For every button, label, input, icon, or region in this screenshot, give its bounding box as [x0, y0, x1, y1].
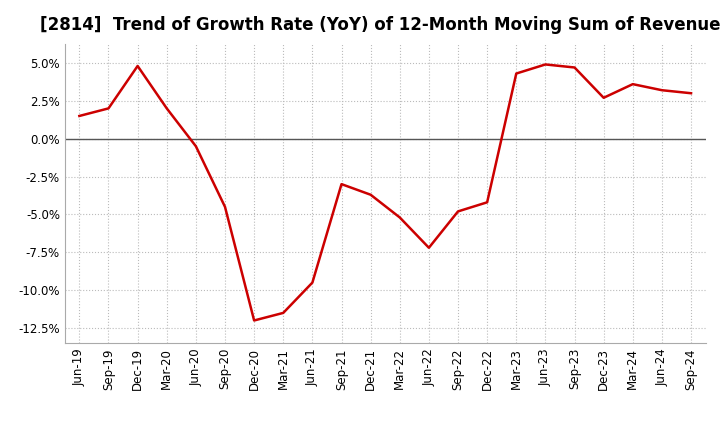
Title: [2814]  Trend of Growth Rate (YoY) of 12-Month Moving Sum of Revenues: [2814] Trend of Growth Rate (YoY) of 12-…	[40, 16, 720, 34]
